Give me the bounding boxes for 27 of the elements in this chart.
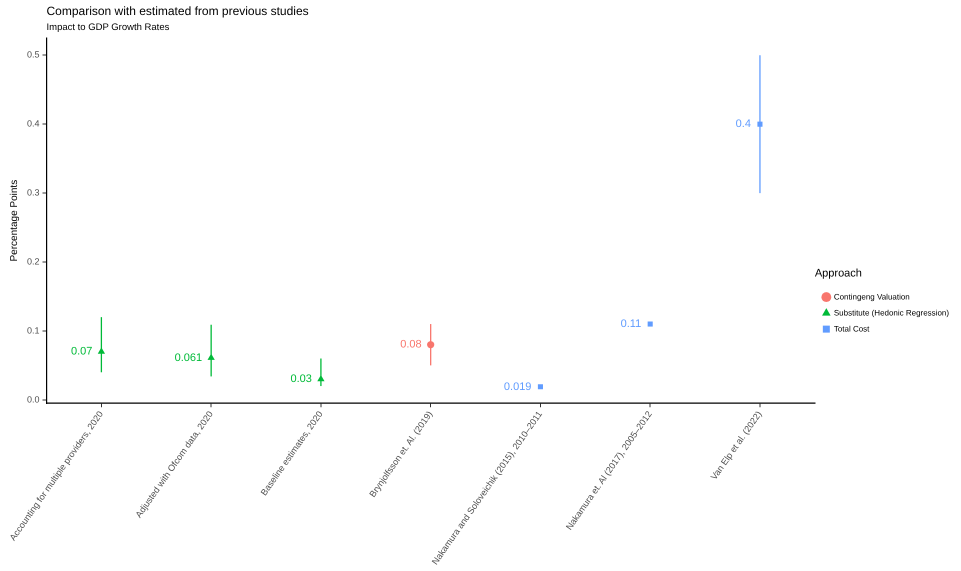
legend-label: Total Cost bbox=[834, 324, 870, 334]
legend-title: Approach bbox=[814, 267, 862, 280]
data-label: 0.03 bbox=[290, 373, 312, 386]
data-label: 0.061 bbox=[174, 352, 202, 364]
legend-label: Substitute (Hedonic Regression) bbox=[834, 308, 950, 318]
data-label: 0.08 bbox=[400, 338, 422, 351]
y-tick-label: 0.1 bbox=[26, 325, 40, 336]
point bbox=[538, 384, 543, 390]
point bbox=[317, 374, 325, 382]
legend-label: Contingeng Valuation bbox=[834, 292, 910, 302]
y-tick-label: 0.0 bbox=[26, 394, 40, 404]
y-tick-label: 0.2 bbox=[26, 256, 40, 266]
data-label: 0.07 bbox=[70, 346, 92, 358]
y-tick-label: 0.3 bbox=[26, 188, 40, 198]
y-tick-label: 0.4 bbox=[26, 118, 40, 129]
y-tick-label: 0.5 bbox=[26, 50, 40, 60]
point bbox=[427, 341, 434, 348]
point bbox=[98, 347, 106, 354]
point bbox=[757, 122, 762, 127]
point bbox=[648, 321, 653, 327]
data-label: 0.4 bbox=[736, 118, 751, 130]
point bbox=[208, 354, 215, 360]
data-label: 0.019 bbox=[504, 380, 532, 393]
data-label: 0.11 bbox=[620, 318, 642, 330]
chart-title: Comparison with estimated from previous studies bbox=[46, 4, 309, 18]
y-axis-title: Percentage Points bbox=[8, 180, 20, 262]
chart-subtitle: Impact to GDP Growth Rates bbox=[46, 22, 170, 33]
